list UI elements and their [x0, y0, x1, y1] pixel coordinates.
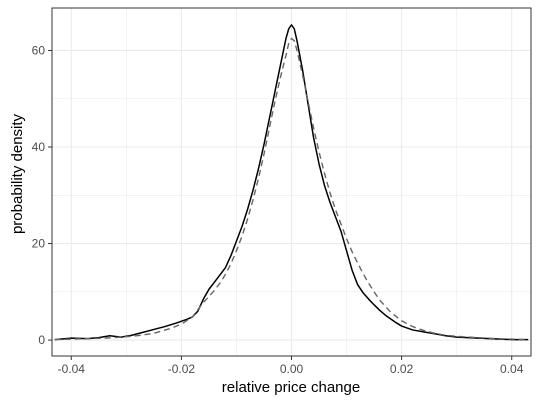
x-tick-label: -0.04: [58, 362, 86, 376]
x-tick-label: 0.04: [500, 362, 524, 376]
y-tick-label: 20: [32, 237, 46, 251]
series-layer: [54, 24, 529, 341]
grid: [52, 8, 531, 356]
x-tick-label: -0.02: [168, 362, 196, 376]
solid-density-line: [54, 24, 529, 341]
x-tick-label: 0.00: [280, 362, 304, 376]
y-tick-label: 60: [32, 43, 46, 57]
y-tick-label: 0: [38, 333, 45, 347]
x-axis: -0.04 -0.02 0.00 0.02 0.04: [58, 356, 524, 376]
x-tick-label: 0.02: [390, 362, 414, 376]
y-axis-title: probability density: [9, 113, 26, 234]
y-axis: 0 20 40 60: [32, 43, 52, 347]
y-tick-label: 40: [32, 140, 46, 154]
dashed-density-line: [54, 37, 529, 341]
x-axis-title: relative price change: [222, 379, 360, 396]
